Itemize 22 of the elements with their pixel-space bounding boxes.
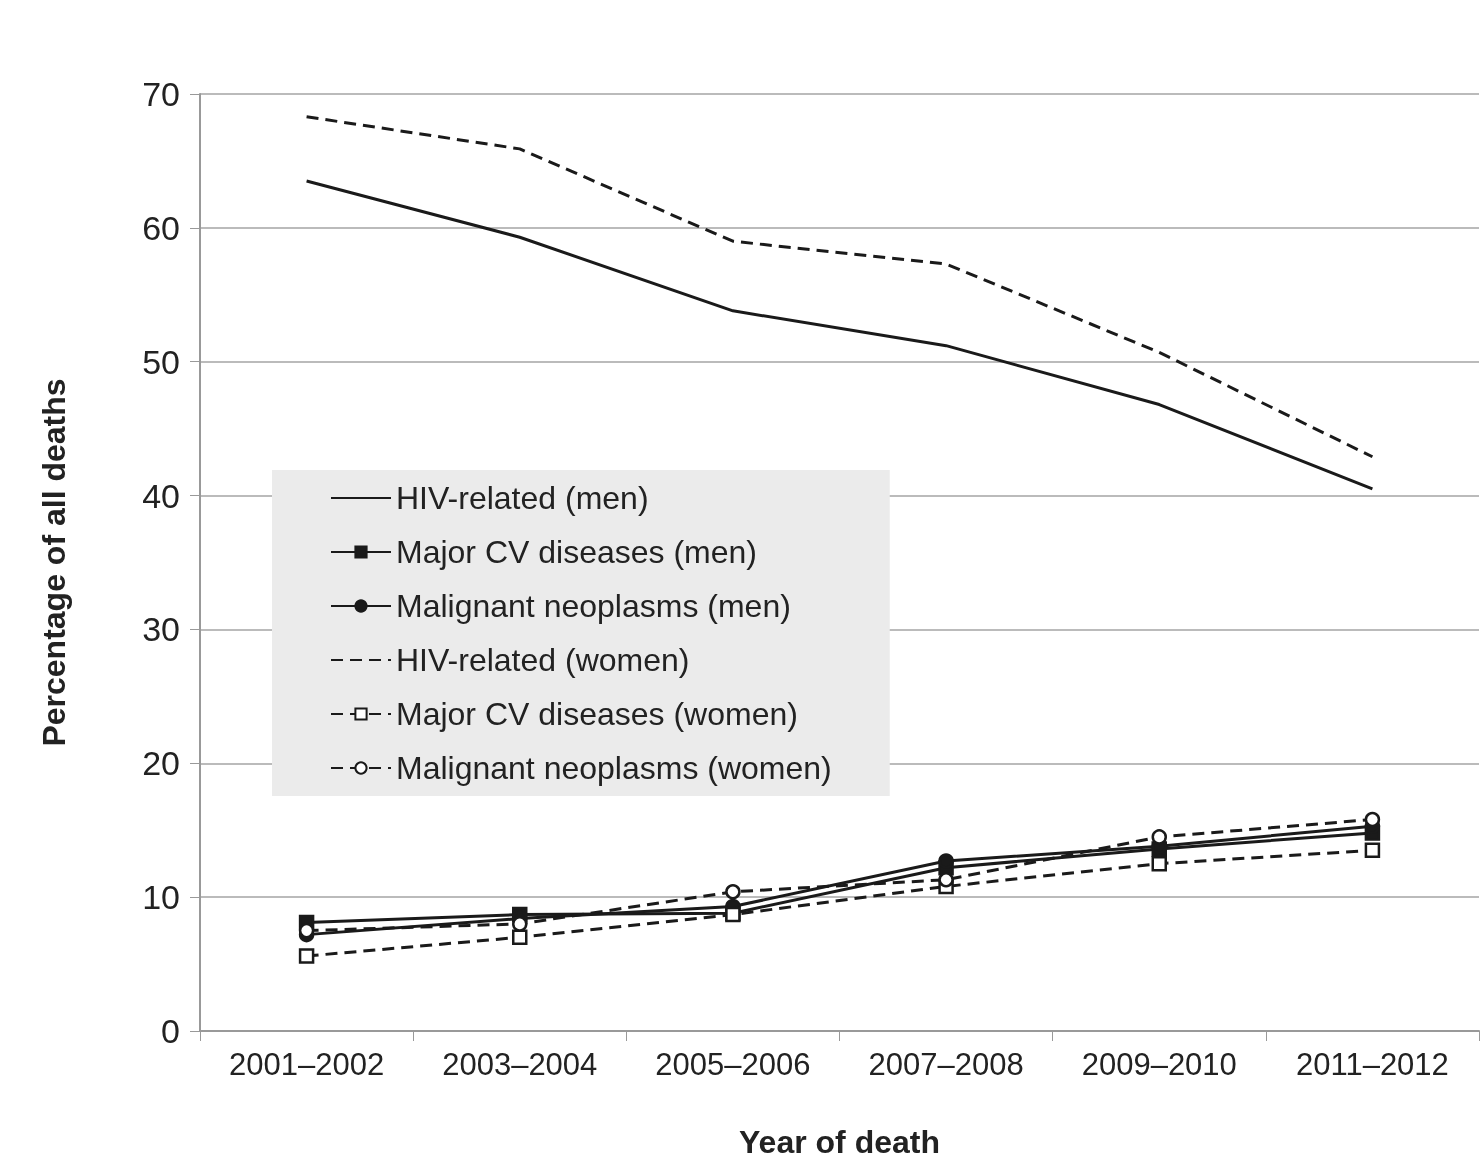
y-tick-label: 20 — [142, 744, 180, 783]
x-tick-label: 2007–2008 — [868, 1047, 1024, 1082]
y-tick-label: 0 — [161, 1012, 180, 1050]
x-tick-label: 2003–2004 — [442, 1047, 598, 1082]
legend-label: HIV-related (women) — [396, 642, 690, 678]
y-axis-title: Percentage of all deaths — [36, 378, 72, 747]
legend-label: HIV-related (men) — [396, 480, 649, 516]
legend-label: Malignant neoplasms (men) — [396, 588, 791, 624]
y-tick-label: 40 — [142, 476, 180, 515]
y-tick-label: 60 — [142, 208, 180, 247]
x-tick-label: 2011–2012 — [1295, 1047, 1449, 1082]
y-tick-label: 70 — [142, 75, 180, 113]
y-tick-label: 50 — [142, 342, 180, 381]
legend-label: Major CV diseases (men) — [396, 534, 757, 570]
y-tick-label: 30 — [142, 610, 180, 649]
legend-label: Malignant neoplasms (women) — [396, 750, 832, 786]
x-tick-label: 2009–2010 — [1081, 1047, 1237, 1082]
x-tick-label: 2001–2002 — [229, 1047, 385, 1082]
y-tick-label: 10 — [142, 878, 180, 917]
x-tick-label: 2005–2006 — [655, 1047, 811, 1082]
legend-label: Major CV diseases (women) — [396, 696, 798, 732]
x-axis-title: Year of death — [739, 1124, 940, 1160]
